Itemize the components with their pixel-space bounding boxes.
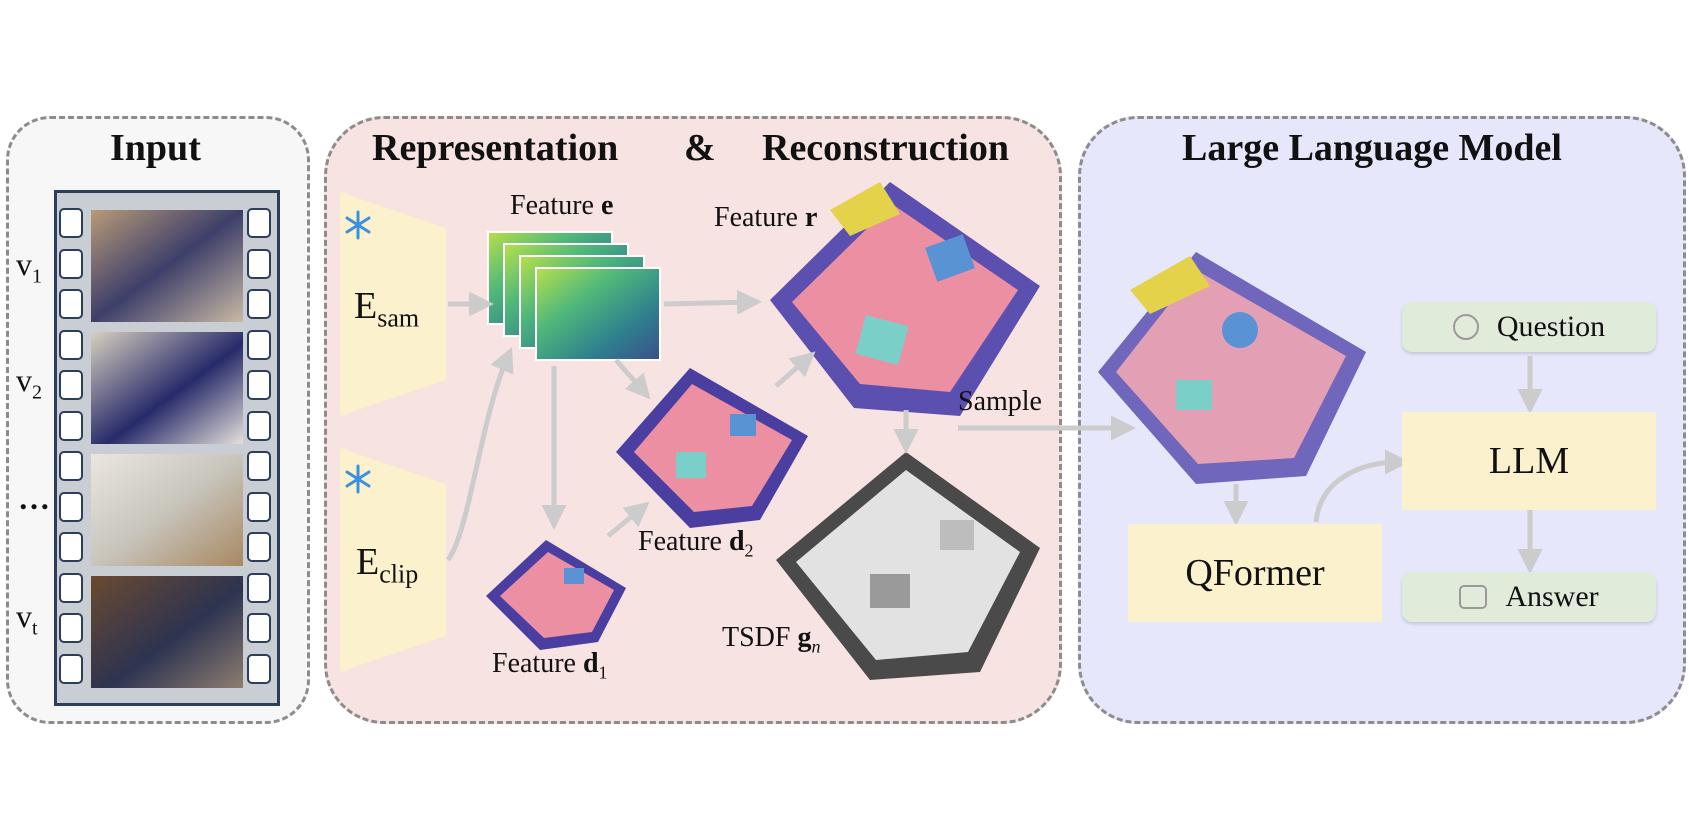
film-hole [247, 613, 271, 643]
point-cloud [1098, 252, 1366, 484]
feature-d1-mesh [486, 540, 626, 650]
film-hole [59, 248, 83, 279]
feature-e-stack [487, 231, 661, 361]
tsdf-mesh [776, 452, 1040, 680]
frame-label-4: vt [16, 598, 38, 640]
snowflake-icon [345, 210, 371, 240]
film-hole [247, 370, 271, 400]
robot-icon [1459, 585, 1488, 609]
frame-label-1: v1 [16, 246, 42, 288]
film-hole [59, 613, 83, 643]
film-hole [247, 410, 271, 441]
llm-panel-title: Large Language Model [1182, 127, 1562, 169]
feature-d2-label: Feature d2 [638, 526, 754, 561]
qformer-label: QFormer [1185, 552, 1325, 594]
encoder-sam-shape [340, 192, 446, 416]
qformer-box: QFormer [1128, 524, 1382, 622]
film-hole [247, 491, 271, 522]
film-hole [59, 491, 83, 522]
film-hole [247, 653, 271, 684]
film-hole [59, 532, 83, 562]
film-hole [59, 370, 83, 400]
film-hole [59, 451, 83, 481]
input-title: Input [110, 127, 201, 169]
representation-title-amp: & [684, 127, 716, 169]
frame-label-3: … [18, 480, 50, 516]
film-hole [247, 248, 271, 279]
representation-title-right: Reconstruction [762, 127, 1009, 169]
question-box: Question [1402, 302, 1656, 352]
representation-title-left: Representation [372, 127, 619, 169]
feature-r-mesh [770, 182, 1040, 416]
llm-box: LLM [1402, 412, 1656, 510]
tsdf-label: TSDF gn [722, 622, 821, 657]
encoder-clip-shape [340, 448, 446, 672]
feature-d2-mesh [616, 368, 808, 528]
film-hole [247, 208, 271, 238]
film-hole [247, 329, 271, 360]
person-icon [1452, 314, 1479, 340]
film-hole [247, 572, 271, 603]
film-hole [59, 208, 83, 238]
film-hole [59, 289, 83, 319]
answer-label: Answer [1505, 580, 1599, 613]
encoder-clip-label: Eclip [356, 541, 419, 589]
encoder-sam-label: Esam [354, 285, 420, 333]
film-hole [247, 532, 271, 562]
frame-label-2: v2 [16, 362, 42, 404]
film-hole [59, 572, 83, 603]
feature-r-label: Feature r [714, 202, 818, 233]
film-hole [247, 451, 271, 481]
film-hole [247, 289, 271, 319]
feature-e-label: Feature e [510, 190, 614, 221]
film-hole [59, 329, 83, 360]
answer-box: Answer [1402, 572, 1656, 622]
arrows [445, 289, 1543, 574]
film-hole [59, 653, 83, 684]
llm-label: LLM [1488, 440, 1570, 482]
film-hole [59, 410, 83, 441]
feature-d1-label: Feature d1 [492, 648, 608, 683]
snowflake-icon [345, 464, 371, 494]
sample-label: Sample [958, 386, 1042, 417]
question-label: Question [1496, 310, 1606, 343]
